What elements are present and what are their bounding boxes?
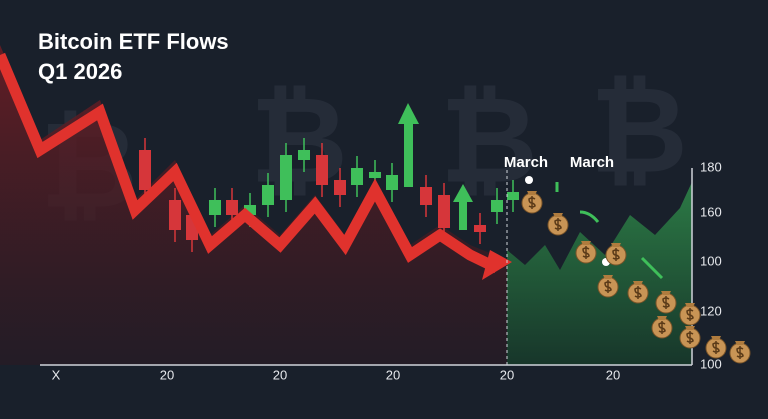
bag-sign bbox=[604, 280, 612, 293]
candle-body bbox=[244, 205, 256, 215]
bag-neck bbox=[661, 291, 671, 295]
bag-neck bbox=[603, 275, 613, 279]
bag-sign bbox=[686, 308, 694, 321]
bag-sign bbox=[736, 346, 744, 359]
y-label: 120 bbox=[700, 303, 722, 318]
money-bag bbox=[521, 191, 543, 214]
bag-sign bbox=[582, 246, 590, 259]
bag-sign bbox=[612, 248, 620, 261]
x-label: 20 bbox=[500, 367, 514, 382]
money-bag bbox=[679, 303, 701, 326]
money-bag bbox=[679, 326, 701, 349]
curved-arrow bbox=[579, 210, 600, 223]
money-bag bbox=[597, 275, 619, 298]
candle-body bbox=[351, 168, 363, 185]
candle-body bbox=[280, 155, 292, 200]
candle-body bbox=[316, 155, 328, 185]
money-bag bbox=[547, 213, 569, 236]
candle-body bbox=[491, 200, 503, 212]
y-label: 160 bbox=[700, 204, 722, 219]
money-bag bbox=[729, 341, 751, 364]
bag-neck bbox=[657, 316, 667, 320]
candle-body bbox=[209, 200, 221, 215]
red-area bbox=[0, 45, 507, 365]
annotation: March bbox=[570, 154, 614, 171]
green-arrows bbox=[398, 103, 664, 280]
arrow-shaft bbox=[459, 200, 467, 230]
x-label: 20 bbox=[386, 367, 400, 382]
bag-sign bbox=[658, 321, 666, 334]
subtitle: Q1 2026 bbox=[38, 59, 122, 84]
arrow-head bbox=[482, 250, 512, 280]
candle-body bbox=[386, 175, 398, 190]
bag-neck bbox=[735, 341, 745, 345]
y-label: 100 bbox=[700, 253, 722, 268]
candle-body bbox=[474, 225, 486, 232]
annotation: March bbox=[504, 154, 548, 171]
candle-body bbox=[507, 192, 519, 200]
arrow-head bbox=[398, 103, 419, 124]
title: Bitcoin ETF Flows bbox=[38, 29, 229, 54]
watermark: ₿ bbox=[440, 74, 538, 208]
watermark: ₿ bbox=[590, 64, 688, 198]
x-label: 20 bbox=[160, 367, 174, 382]
candle-body bbox=[139, 150, 151, 190]
candle-body bbox=[369, 172, 381, 178]
money-bag bbox=[655, 291, 677, 314]
money-bag bbox=[605, 243, 627, 266]
bag-sign bbox=[686, 331, 694, 344]
curved-arrow bbox=[640, 256, 664, 280]
bag-sign bbox=[554, 218, 562, 231]
candle-body bbox=[298, 150, 310, 160]
candle-body bbox=[262, 185, 274, 205]
candle-body bbox=[226, 200, 238, 215]
marker bbox=[525, 176, 533, 184]
x-label: X bbox=[52, 367, 61, 382]
candle-body bbox=[334, 180, 346, 195]
bag-neck bbox=[685, 326, 695, 330]
bag-sign bbox=[712, 341, 720, 354]
money-bag bbox=[705, 336, 727, 359]
money-bags bbox=[521, 191, 751, 364]
bag-neck bbox=[527, 191, 537, 195]
bag-sign bbox=[662, 296, 670, 309]
money-bag bbox=[575, 241, 597, 264]
candle-body bbox=[169, 200, 181, 230]
candle-body bbox=[420, 187, 432, 205]
bag-sign bbox=[634, 286, 642, 299]
bag-neck bbox=[685, 303, 695, 307]
y-label: 180 bbox=[700, 159, 722, 174]
y-label: 100 bbox=[700, 356, 722, 371]
bag-neck bbox=[581, 241, 591, 245]
falling-arrow bbox=[0, 52, 500, 273]
bag-neck bbox=[553, 213, 563, 217]
bag-neck bbox=[711, 336, 721, 340]
money-bag bbox=[627, 281, 649, 304]
candle-body bbox=[438, 195, 450, 228]
candles bbox=[139, 138, 519, 252]
bag-neck bbox=[611, 243, 621, 247]
bag-neck bbox=[633, 281, 643, 285]
money-bag bbox=[651, 316, 673, 339]
bag-sign bbox=[528, 196, 536, 209]
arrow-shaft bbox=[404, 122, 413, 187]
x-label: 20 bbox=[273, 367, 287, 382]
arrow-head bbox=[453, 184, 473, 202]
x-label: 20 bbox=[606, 367, 620, 382]
green-area bbox=[507, 182, 692, 365]
